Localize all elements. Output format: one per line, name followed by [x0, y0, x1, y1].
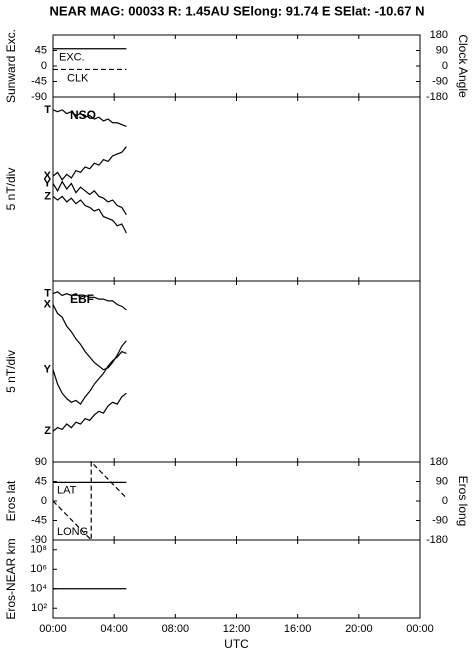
- series-label: T: [44, 104, 51, 116]
- y2-tick-label: 180: [430, 456, 448, 468]
- panel-frame: [52, 280, 421, 463]
- y-axis-label: Eros-NEAR km: [4, 538, 18, 619]
- y-tick-label: 45: [35, 44, 47, 56]
- trace: [52, 109, 127, 127]
- x-tick-label: 16:00: [284, 623, 312, 635]
- y2-axis-label: Clock Angle: [456, 34, 470, 98]
- y2-tick-label: -90: [432, 514, 448, 526]
- x-tick-label: 04:00: [100, 623, 128, 635]
- series-label: CLK: [67, 72, 89, 84]
- y-tick-label: 45: [35, 475, 47, 487]
- panel-label: EBF: [70, 292, 94, 306]
- trace: [52, 195, 127, 234]
- y2-tick-label: 90: [436, 44, 448, 56]
- x-tick-label: 08:00: [162, 623, 190, 635]
- panel-frame: [52, 461, 421, 541]
- trace: [52, 392, 127, 432]
- panel-frame: [52, 539, 421, 619]
- chart-title: NEAR MAG: 00033 R: 1.45AU SElong: 91.74 …: [50, 3, 425, 18]
- y2-tick-label: 0: [442, 60, 448, 72]
- series-label: X: [44, 170, 52, 182]
- series-label: Y: [44, 364, 52, 376]
- y-axis-label: 5 nT/div: [4, 168, 18, 211]
- x-tick-label: 12:00: [223, 623, 251, 635]
- trace: [52, 350, 127, 405]
- y-axis-label: Sunward Exc.: [4, 29, 18, 103]
- y-tick-label: 90: [35, 456, 47, 468]
- x-tick-label: 20:00: [345, 623, 373, 635]
- trace: [52, 291, 127, 311]
- trace: [52, 460, 127, 542]
- y2-tick-label: 0: [442, 495, 448, 507]
- y-tick-label: -45: [31, 514, 47, 526]
- series-label: LONG: [57, 526, 88, 538]
- trace: [52, 180, 127, 216]
- y-tick-label: 0: [41, 60, 47, 72]
- y-tick-label: 10⁸: [30, 544, 47, 556]
- y-axis-label: 5 nT/div: [4, 350, 18, 393]
- y-tick-label: 10⁶: [30, 563, 47, 575]
- y2-tick-label: 180: [430, 29, 448, 41]
- series-label: EXC.: [59, 52, 85, 64]
- y-axis-label: Eros lat: [4, 480, 18, 521]
- panel-frame: [52, 34, 421, 98]
- panel-frame: [52, 96, 421, 282]
- y2-tick-label: -180: [426, 91, 448, 103]
- series-label: T: [44, 288, 51, 300]
- y-tick-label: 0: [41, 495, 47, 507]
- trace: [52, 146, 127, 181]
- series-label: LAT: [57, 484, 77, 496]
- y2-tick-label: 90: [436, 475, 448, 487]
- x-tick-label: 00:00: [39, 623, 67, 635]
- y2-tick-label: -90: [432, 75, 448, 87]
- y-tick-label: -90: [31, 91, 47, 103]
- series-label: Z: [44, 425, 51, 437]
- y2-axis-label: Eros long: [456, 476, 470, 527]
- trace: [52, 304, 127, 371]
- y-tick-label: -45: [31, 75, 47, 87]
- series-label: X: [44, 298, 52, 310]
- y2-tick-label: -180: [426, 534, 448, 546]
- y-tick-label: -90: [31, 534, 47, 546]
- x-axis-label: UTC: [224, 637, 249, 651]
- y-tick-label: 10²: [31, 602, 47, 614]
- series-label: Y: [44, 177, 52, 189]
- y-tick-label: 10⁴: [30, 583, 47, 595]
- x-tick-label: 00:00: [406, 623, 434, 635]
- series-label: Z: [44, 190, 51, 202]
